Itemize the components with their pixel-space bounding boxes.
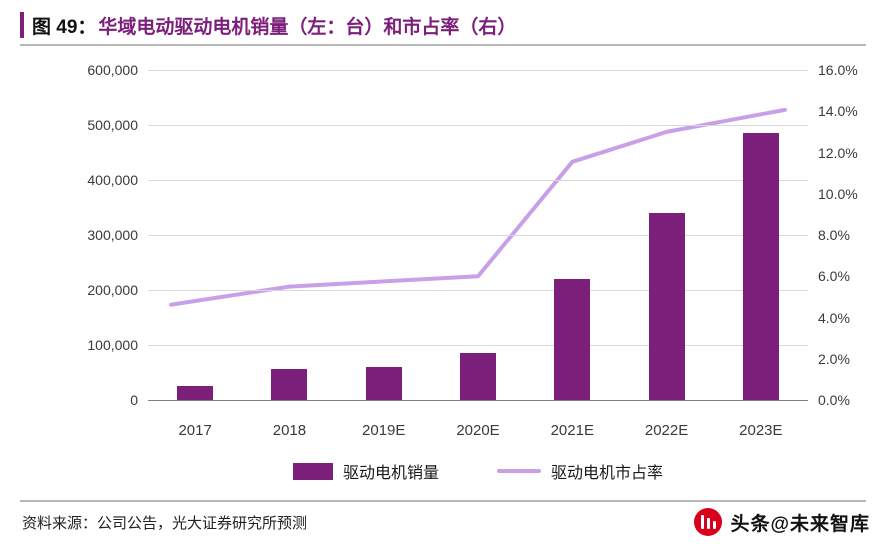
gridline [148, 345, 808, 346]
y-axis-right-tick: 0.0% [818, 392, 850, 408]
source-note: 资料来源：公司公告，光大证券研究所预测 [22, 515, 308, 532]
x-axis-line [148, 400, 808, 401]
figure-number: 图 49： [32, 16, 97, 38]
gridline [148, 290, 808, 291]
y-axis-right-tick: 10.0% [818, 185, 858, 202]
y-axis-left-tick: 500,000 [87, 117, 138, 133]
y-axis-right-tick: 2.0% [818, 350, 850, 367]
y-axis-right-tick: 8.0% [818, 227, 850, 243]
watermark-text: 头条@未来智库 [730, 513, 870, 535]
toutiao-logo-icon [694, 508, 723, 536]
y-axis-left-tick: 100,000 [87, 337, 138, 353]
gridline [148, 125, 808, 126]
chart-legend: 驱动电机销量 驱动电机市占率 [148, 456, 808, 486]
legend-label-share: 驱动电机市占率 [551, 465, 664, 482]
bar [742, 133, 779, 400]
x-axis-tick-label: 2020E [456, 422, 500, 439]
gridline [148, 235, 808, 236]
x-axis-tick-label: 2018 [272, 422, 307, 439]
legend-item-sales: 驱动电机销量 [292, 459, 439, 483]
page-title: 华域电动驱动电机销量（左：台）和市占率（右） [98, 16, 517, 38]
x-axis-tick-label: 2022E [644, 422, 689, 439]
chart-container: 0 100,000 200,000 300,000 400,000 500,000 600,… [20, 52, 866, 492]
bar [177, 386, 214, 400]
plot-area: 0 100,000 200,000 300,000 400,000 500,000 600,… [87, 62, 857, 439]
gridline [148, 70, 808, 71]
market-share-line [169, 107, 787, 307]
figure-title: 图 49： 华域电动驱动电机销量（左：台）和市占率（右） [20, 8, 866, 42]
y-axis-right-tick: 4.0% [818, 309, 850, 326]
y-axis-right-tick: 12.0% [818, 144, 858, 161]
footer-divider [20, 500, 866, 502]
bar [365, 367, 402, 400]
y-axis-left-tick: 400,000 [87, 172, 138, 188]
legend-item-share: 驱动电机市占率 [497, 459, 663, 483]
bar [554, 279, 591, 400]
title-accent-bar [20, 12, 24, 38]
gridline [148, 180, 808, 181]
x-axis-tick-label: 2017 [178, 422, 212, 439]
title-divider [20, 44, 866, 46]
y-axis-left-tick: 300,000 [87, 227, 138, 243]
legend-swatch-line-icon [497, 469, 541, 473]
y-axis-left-tick: 200,000 [87, 282, 138, 298]
line-path [169, 107, 787, 307]
x-axis-tick-label: 2021E [550, 422, 594, 439]
x-axis-tick-label: 2019E [362, 422, 406, 439]
watermark: 头条@未来智库 [694, 508, 870, 536]
y-axis-left-tick: 600,000 [87, 62, 138, 78]
legend-label-sales: 驱动电机销量 [342, 465, 439, 482]
y-axis-right-tick: 14.0% [818, 103, 858, 120]
bar [460, 353, 496, 400]
edge-artifact [878, 398, 884, 416]
y-axis-right-tick: 6.0% [818, 268, 850, 285]
y-axis-left-tick: 0 [130, 392, 138, 408]
y-axis-right-tick: 16.0% [818, 62, 858, 78]
bar [648, 213, 685, 400]
x-axis-tick-label: 2023E [739, 422, 783, 439]
bar [271, 368, 308, 400]
legend-swatch-bar-icon [292, 462, 333, 480]
